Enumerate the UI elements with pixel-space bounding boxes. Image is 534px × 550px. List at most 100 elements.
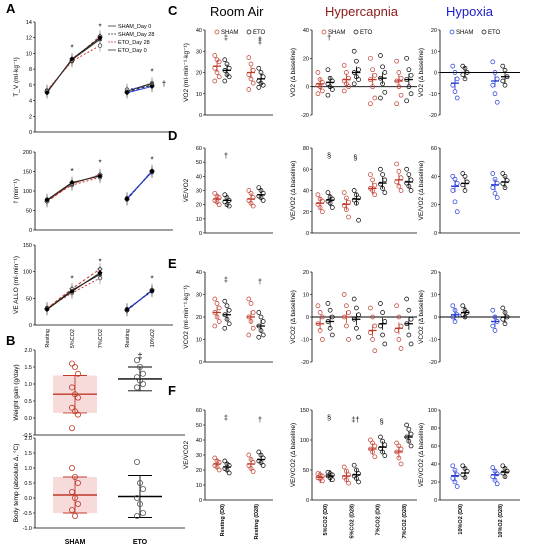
A_f-ylabel: f (min⁻¹): [13, 179, 20, 203]
B_weight-ytick-label: 0.0: [24, 416, 32, 422]
data-point: [370, 314, 375, 320]
data-point: [260, 319, 266, 324]
data-point: [394, 440, 400, 446]
chart-C_vo2_hypoxia: -20 -10 0 10 20 V̇O2 (Δ baseline) SHAM ETO: [417, 28, 520, 119]
data-point: [500, 463, 506, 469]
legend-label: ETO_Day 28: [118, 40, 150, 46]
data-point: [382, 190, 388, 195]
data-point: [319, 209, 325, 215]
data-point: [351, 188, 357, 193]
data-point: [396, 169, 402, 174]
legend-marker: [449, 29, 455, 35]
E_vco2-ytick-label: 20: [196, 315, 202, 321]
A_vt-ylabel: T_V (ml·kg⁻¹): [13, 57, 20, 97]
chart-B_temp: -1.0 -0.5 0.0 0.5 1.0 1.5 2.0 Body temp (absolu…: [12, 436, 185, 532]
C_vo2-ytick-label: 0: [199, 113, 202, 119]
data-point: [246, 55, 252, 60]
data-point: [139, 485, 146, 492]
data-point: [382, 177, 388, 183]
data-point: [394, 179, 400, 185]
E_vco2_hypoxia-ytick-label: -10: [429, 338, 437, 344]
B_weight-ytick-label: 1.5: [24, 365, 32, 371]
significance-marker: *: [70, 274, 73, 283]
data-point: [212, 296, 218, 302]
series-line: [126, 85, 153, 94]
data-point: [368, 305, 373, 311]
legend-marker: [214, 29, 220, 35]
data-point: [406, 426, 412, 432]
data-point: [368, 172, 373, 177]
data-point: [454, 181, 460, 186]
F_ve_vco2_hyper-ytick-label: 0: [306, 498, 309, 504]
D_ve_vo2-ytick-label: 20: [196, 203, 202, 209]
data-point: [408, 443, 414, 449]
data-point: [394, 161, 400, 167]
data-point: [368, 330, 373, 336]
data-point: [246, 87, 252, 92]
D_ve_vo2_hyper-ytick-label: 20: [303, 210, 309, 216]
data-point: [258, 314, 264, 320]
F_ve_vco2-ytick-label: 30: [196, 453, 202, 459]
E_vco2-ytick-label: 40: [196, 270, 202, 276]
series-line: [126, 290, 153, 310]
B_temp-ylabel: Body temp (absolute Δ, °C): [12, 444, 20, 523]
data-point: [250, 80, 256, 86]
data-point: [319, 88, 325, 94]
x-category-label: Resting (D28): [254, 504, 260, 540]
E_vco2_hyper-ytick-label: 20: [303, 270, 309, 276]
C_vo2_hyper-ytick-label: 20: [303, 56, 309, 62]
E_vco2-ylabel: V̇CO2 (ml·min⁻¹·kg⁻¹): [182, 285, 190, 349]
data-point: [454, 209, 460, 215]
C_vo2_hyper-ylabel: V̇O2 (Δ baseline): [289, 48, 297, 97]
series-line: [46, 174, 101, 202]
data-point: [133, 494, 140, 501]
data-point: [406, 67, 412, 73]
legend-marker: [481, 29, 487, 35]
significance-marker: ‡: [137, 351, 142, 361]
series-line: [126, 84, 153, 93]
data-point: [370, 337, 375, 342]
data-point: [329, 205, 335, 210]
data-point: [224, 303, 230, 309]
legend-label: ETO_Day 0: [118, 48, 147, 54]
data-point: [133, 384, 140, 391]
A_ve-ylabel: V̇E ALLO (ml·min⁻¹): [12, 256, 20, 314]
significance-marker: †: [224, 151, 228, 160]
data-point: [149, 83, 155, 90]
E_vco2_hyper-ytick-label: 0: [306, 315, 309, 321]
data-point: [329, 87, 335, 92]
chart-D_ve_vo2: 0 10 20 30 40 50 60 V̇E/V̇O2 †: [182, 146, 273, 237]
data-point: [356, 334, 361, 340]
data-point: [216, 467, 222, 473]
B_temp-ytick-label: 0.0: [24, 496, 32, 502]
data-point: [139, 380, 146, 387]
data-point: [222, 325, 228, 331]
data-point: [370, 67, 375, 73]
D_ve_vo2_hyper-ytick-label: 40: [303, 189, 309, 195]
data-point: [133, 374, 140, 381]
data-point: [394, 303, 400, 309]
D_ve_vo2-ytick-label: 40: [196, 174, 202, 180]
data-point: [325, 301, 331, 306]
data-point: [133, 458, 140, 465]
data-point: [246, 452, 252, 458]
data-point: [396, 314, 402, 320]
A_vt-ytick-label: 2: [29, 114, 32, 120]
E_vco2_hyper-ylabel: V̇CO2 (Δ baseline): [289, 290, 297, 344]
data-point: [212, 323, 218, 329]
data-point: [139, 370, 146, 377]
significance-marker: ‡: [258, 37, 262, 46]
data-point: [408, 316, 414, 322]
F_ve_vco2-ytick-label: 60: [196, 408, 202, 414]
data-point: [136, 377, 143, 384]
data-point: [398, 346, 404, 351]
data-point: [460, 312, 466, 318]
data-point: [378, 53, 383, 58]
chart-E_vco2_hypoxia: -20 -10 0 10 20 V̇CO2 (Δ baseline): [417, 270, 520, 366]
data-point: [344, 323, 349, 329]
significance-marker: §: [380, 417, 384, 426]
data-point: [97, 35, 103, 41]
significance-marker: *: [150, 67, 153, 76]
significance-marker: ‡†: [351, 415, 359, 424]
